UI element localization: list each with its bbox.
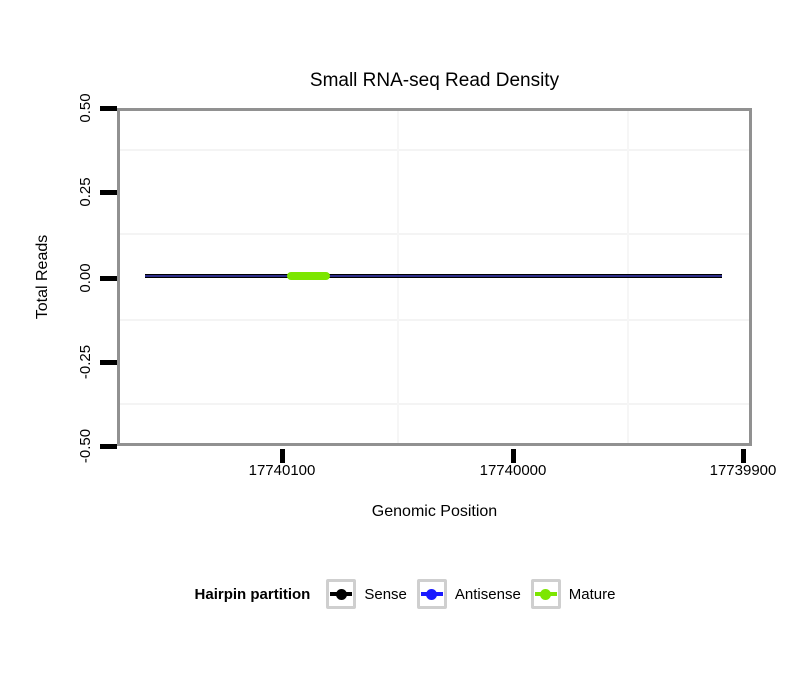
y-tick-label: 0.25 bbox=[77, 177, 94, 207]
point-glyph-icon bbox=[335, 588, 347, 600]
legend-label-mature: Mature bbox=[568, 585, 616, 603]
y-tick bbox=[100, 443, 117, 449]
mature-segment bbox=[287, 272, 330, 280]
y-axis-title: Total Reads bbox=[34, 234, 51, 320]
x-tick bbox=[740, 449, 746, 463]
y-tick-label: 0.50 bbox=[77, 93, 94, 123]
y-tick-label: -0.50 bbox=[77, 428, 94, 464]
y-tick-label: -0.25 bbox=[77, 344, 94, 380]
legend-label-sense: Sense bbox=[364, 585, 407, 603]
plot-area bbox=[120, 111, 749, 443]
x-tick-label: 17739900 bbox=[709, 462, 777, 479]
y-tick bbox=[100, 189, 117, 195]
x-tick bbox=[510, 449, 516, 463]
point-glyph-icon bbox=[540, 588, 552, 600]
legend-item-mature: Mature bbox=[530, 579, 616, 609]
minor-gridline-h bbox=[120, 149, 749, 151]
minor-gridline-h bbox=[120, 403, 749, 405]
x-axis-title: Genomic Position bbox=[371, 503, 498, 520]
y-tick bbox=[100, 359, 117, 365]
legend-key-antisense bbox=[416, 579, 447, 609]
point-glyph-icon bbox=[426, 588, 438, 600]
x-tick-label: 17740000 bbox=[479, 462, 547, 479]
minor-gridline-h bbox=[120, 319, 749, 321]
y-tick bbox=[100, 105, 117, 111]
chart-title: Small RNA-seq Read Density bbox=[309, 70, 560, 91]
sense-antisense-line bbox=[145, 274, 722, 278]
x-tick-label: 17740100 bbox=[248, 462, 316, 479]
legend-key-sense bbox=[326, 579, 357, 609]
x-tick bbox=[279, 449, 285, 463]
legend: Hairpin partition Sense Antisense Mature bbox=[0, 579, 810, 609]
legend-key-mature bbox=[530, 579, 561, 609]
legend-title: Hairpin partition bbox=[194, 585, 311, 603]
y-tick-label: 0.00 bbox=[77, 263, 94, 293]
legend-label-antisense: Antisense bbox=[454, 585, 521, 603]
y-tick bbox=[100, 275, 117, 281]
minor-gridline-h bbox=[120, 233, 749, 235]
legend-item-antisense: Antisense bbox=[416, 579, 521, 609]
legend-item-sense: Sense bbox=[326, 579, 407, 609]
